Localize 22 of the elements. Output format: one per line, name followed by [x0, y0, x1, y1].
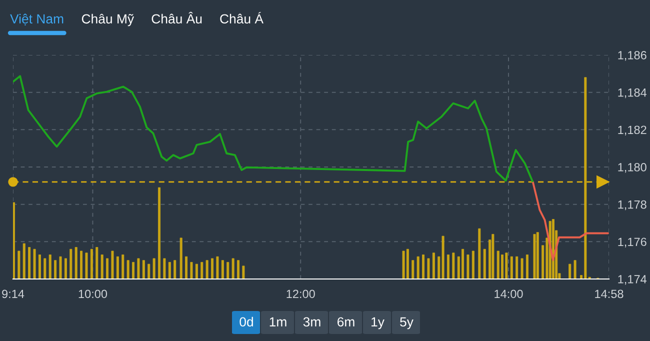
text: Châu Á: [220, 12, 264, 24]
x-tick-label: 10:00: [78, 290, 108, 298]
y-tick-label: 1,178: [618, 200, 646, 210]
text: 6m: [338, 317, 354, 327]
y-tick-label: 1,180: [618, 163, 646, 173]
text: 1m: [270, 317, 286, 326]
text: Châu Âu: [152, 12, 202, 24]
text: 5y: [400, 317, 414, 330]
x-tick-label: 14:00: [494, 290, 523, 298]
x-tick-label: 9:14: [2, 290, 24, 298]
y-tick-label: 1,186: [618, 51, 646, 61]
x-tick-label: 14:58: [595, 290, 624, 298]
y-tick-label: 1,184: [618, 88, 647, 98]
text: 1y: [372, 317, 384, 330]
text: 0d: [240, 316, 253, 327]
text: 3m: [303, 317, 320, 327]
text: Châu Mỹ: [82, 14, 134, 26]
y-tick-label: 1,182: [618, 126, 646, 136]
text: Việt Nam: [10, 14, 64, 26]
y-tick-label: 1,176: [618, 238, 646, 248]
y-tick-label: 1,174: [618, 275, 647, 285]
x-tick-label: 12:00: [286, 290, 315, 298]
